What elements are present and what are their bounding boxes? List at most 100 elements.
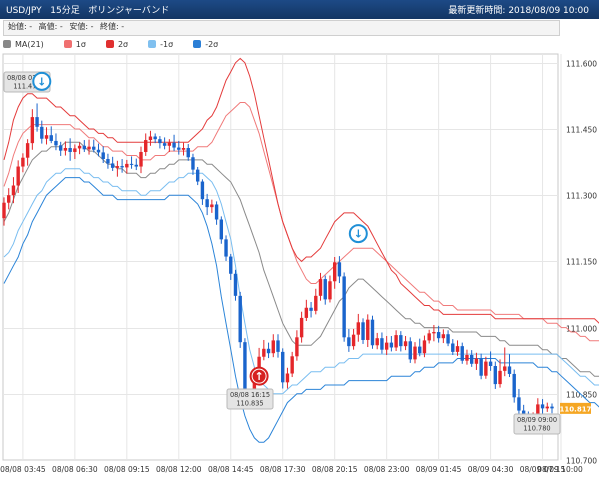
candle-body bbox=[40, 126, 44, 139]
candle-body bbox=[347, 337, 351, 347]
candle-body bbox=[361, 322, 365, 340]
candle-body bbox=[200, 181, 205, 200]
candle-body bbox=[290, 356, 294, 374]
candle-body bbox=[441, 334, 446, 339]
candle-body bbox=[507, 366, 512, 374]
legend-item-plus2sigma[interactable]: 2σ bbox=[105, 40, 128, 49]
candle-body bbox=[229, 256, 233, 274]
y-tick-label: 111.150 bbox=[566, 258, 597, 267]
candle-body bbox=[167, 142, 172, 146]
candle-body bbox=[266, 348, 271, 354]
candle-body bbox=[299, 317, 304, 338]
candle-body bbox=[394, 335, 398, 348]
legend-item-plus1sigma[interactable]: 1σ bbox=[63, 39, 86, 49]
callout-box bbox=[513, 413, 561, 435]
x-tick-label: 08/09 04:30 bbox=[468, 465, 514, 474]
y-tick-label: 111.000 bbox=[566, 325, 597, 334]
candle-body bbox=[332, 262, 337, 282]
candle-body bbox=[162, 143, 167, 146]
candle-body bbox=[517, 397, 521, 411]
x-tick-label: 08/08 03:45 bbox=[0, 465, 46, 474]
legend-swatch-minus2sigma bbox=[193, 40, 202, 48]
candle-body bbox=[181, 147, 186, 150]
candle-body bbox=[73, 148, 77, 152]
candle-body bbox=[49, 135, 53, 141]
candle-body bbox=[465, 354, 469, 361]
candle-body bbox=[545, 406, 549, 409]
down-arrow-marker-left-ring bbox=[32, 71, 52, 91]
candle-body bbox=[134, 164, 138, 167]
candle-body bbox=[21, 157, 25, 167]
candle-body bbox=[328, 281, 332, 300]
legend-label-minus2sigma: -2σ bbox=[205, 39, 219, 49]
low-value: 安値: - bbox=[69, 22, 94, 31]
legend-swatch-ma21 bbox=[3, 40, 11, 48]
candle-body bbox=[323, 279, 327, 300]
candle-body bbox=[219, 219, 224, 240]
candle-body bbox=[314, 295, 318, 311]
candle-body bbox=[309, 307, 313, 311]
candle-body bbox=[469, 354, 474, 364]
callout-text: 08/08 03:15 bbox=[7, 74, 47, 82]
candle-body bbox=[106, 159, 110, 164]
candle-body bbox=[304, 307, 309, 318]
up-arrow-marker-arrow: ↑ bbox=[254, 370, 263, 383]
candle-body bbox=[262, 348, 266, 357]
candle-body bbox=[257, 356, 261, 374]
plot-area bbox=[2, 53, 559, 461]
legend-item-ma21[interactable]: MA(21) bbox=[3, 40, 44, 49]
candle-body bbox=[356, 322, 361, 335]
down-arrow-marker-mid: ↓ bbox=[348, 224, 368, 244]
legend-item-minus2sigma[interactable]: -2σ bbox=[193, 40, 218, 49]
up-arrow-marker-fill bbox=[252, 369, 266, 383]
candle-body bbox=[125, 163, 129, 168]
candle-body bbox=[153, 136, 157, 140]
x-tick-label: 08/09 10:00 bbox=[537, 465, 583, 474]
candle-body bbox=[233, 273, 238, 296]
band-lines bbox=[3, 57, 599, 443]
candle-body bbox=[87, 146, 91, 150]
candle-body bbox=[144, 140, 148, 152]
candle-body bbox=[63, 147, 68, 151]
x-tick-label: 08/08 23:00 bbox=[364, 465, 410, 474]
candle-body bbox=[408, 341, 412, 360]
candle-body bbox=[271, 340, 275, 354]
candle-body bbox=[2, 202, 6, 219]
candle-body bbox=[384, 342, 389, 350]
candle-body bbox=[295, 337, 299, 357]
candle-body bbox=[129, 163, 134, 165]
last-price-text: 110.817 bbox=[560, 405, 592, 413]
candle-body bbox=[16, 166, 20, 186]
legend-item-minus1sigma[interactable]: -1σ bbox=[148, 40, 173, 49]
x-tick-label: 08/08 12:00 bbox=[156, 465, 202, 474]
candle-body bbox=[427, 333, 431, 341]
legend-label-ma21: MA(21) bbox=[15, 39, 44, 49]
open-value: 始値: - bbox=[8, 22, 33, 31]
candle-body bbox=[205, 199, 209, 208]
high-value: 高値: - bbox=[38, 22, 63, 31]
candles bbox=[2, 103, 554, 429]
candle-body bbox=[238, 295, 242, 343]
candle-body bbox=[351, 334, 356, 347]
header-title: USD/JPY 15分足 ボリンジャーバンド bbox=[6, 3, 169, 16]
candle-body bbox=[54, 140, 58, 146]
candle-body bbox=[285, 373, 290, 383]
legend-label-minus1sigma: -1σ bbox=[160, 39, 174, 49]
candle-body bbox=[214, 204, 219, 220]
callout-text: 08/08 16:15 bbox=[230, 391, 270, 399]
candle-body bbox=[68, 147, 72, 152]
candle-body bbox=[479, 358, 483, 376]
candle-body bbox=[366, 319, 370, 340]
legend-label-plus1sigma: 1σ bbox=[75, 39, 86, 49]
candle-body bbox=[25, 143, 30, 158]
candle-body bbox=[446, 334, 450, 344]
candle-body bbox=[474, 358, 479, 364]
candle-body bbox=[158, 139, 162, 144]
candle-body bbox=[210, 204, 214, 208]
x-tick-label: 08/09 01:45 bbox=[416, 465, 462, 474]
candle-body bbox=[484, 361, 488, 376]
candle-body bbox=[276, 340, 280, 352]
candle-body bbox=[30, 117, 35, 144]
down-arrow-marker-left-arrow: ↓ bbox=[37, 75, 46, 88]
